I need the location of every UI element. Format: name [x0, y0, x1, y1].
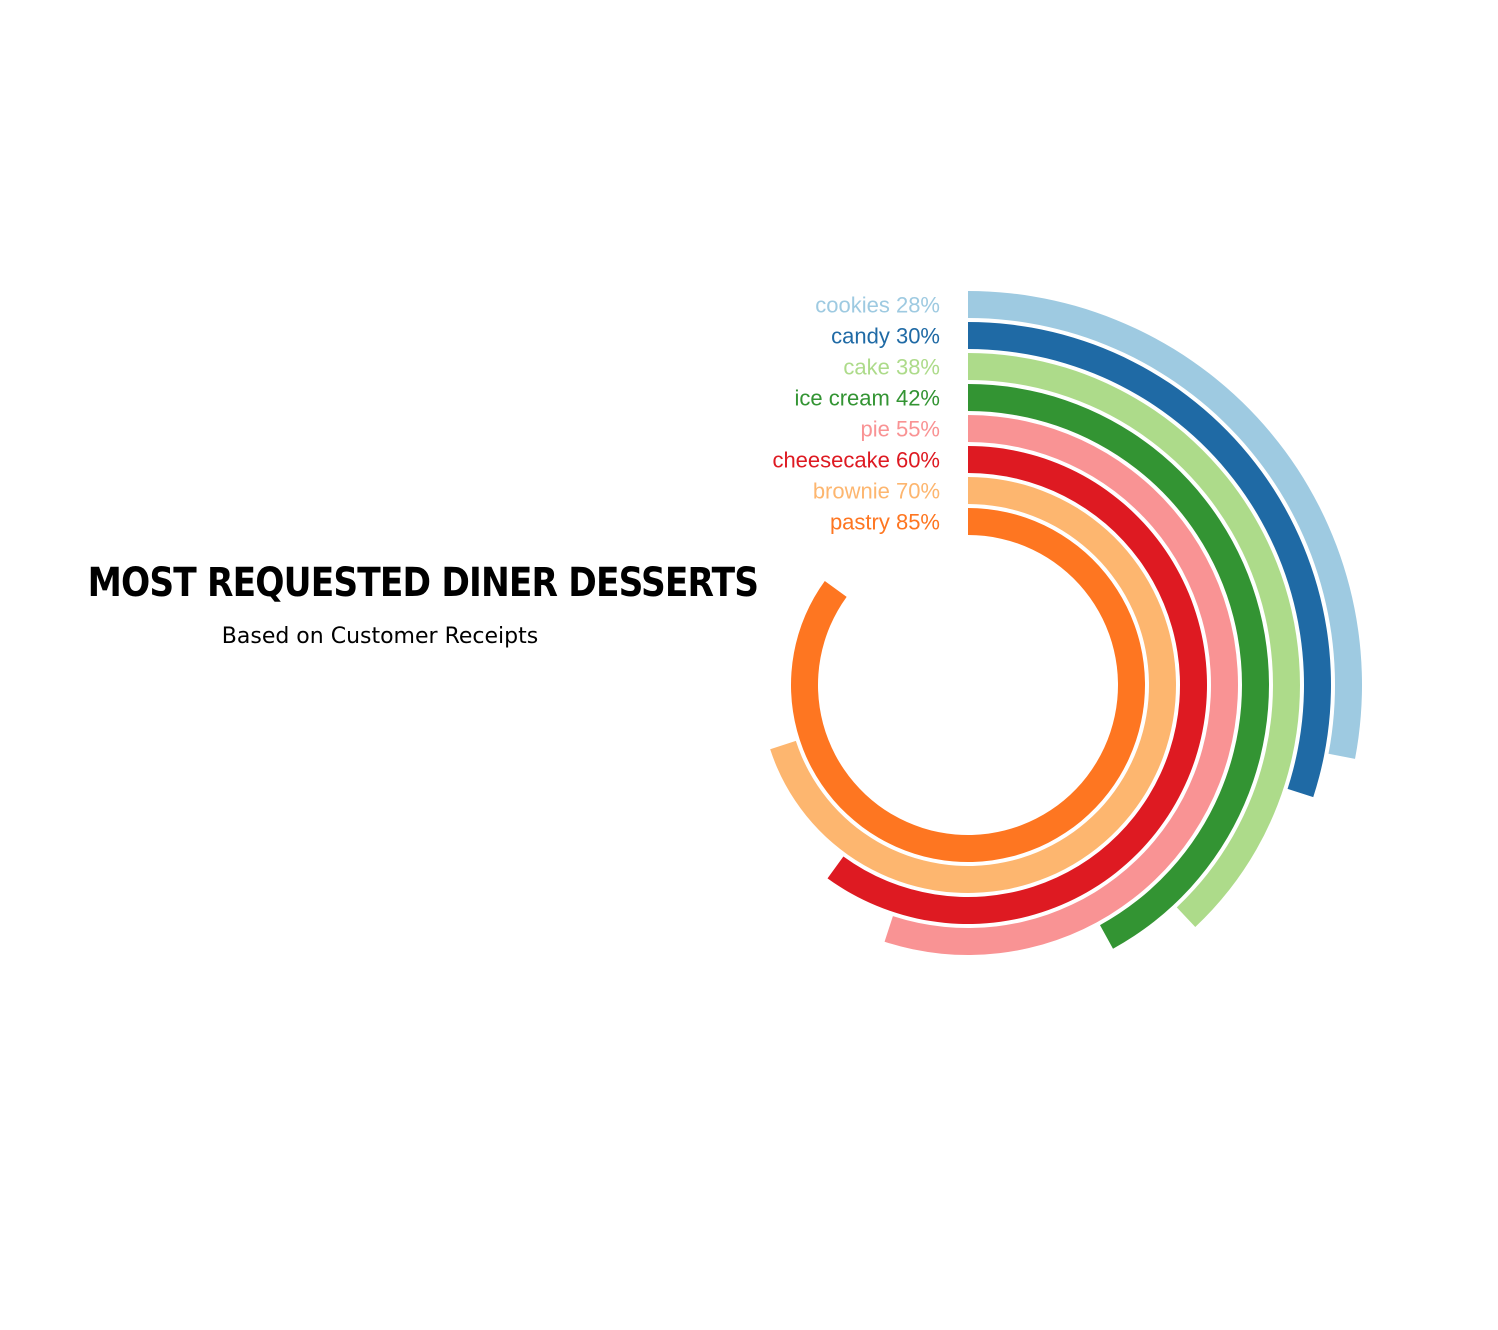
- label-pie: pie 55%: [860, 417, 940, 442]
- label-cheesecake: cheesecake 60%: [772, 448, 940, 473]
- chart-title: MOST REQUESTED DINER DESSERTS: [87, 560, 759, 606]
- chart-subtitle: Based on Customer Receipts: [221, 624, 539, 649]
- label-cake: cake 38%: [843, 355, 940, 380]
- arc-pastry: [791, 508, 1145, 863]
- label-brownie: brownie 70%: [813, 479, 940, 504]
- arc-brownie: [770, 477, 1176, 893]
- label-candy: candy 30%: [831, 324, 940, 349]
- title-block: MOST REQUESTED DINER DESSERTS Based on C…: [40, 560, 759, 649]
- arc-cheesecake: [827, 446, 1208, 925]
- arc-cake: [968, 353, 1300, 928]
- label-pastry: pastry 85%: [830, 510, 940, 535]
- arc-ice-cream: [968, 384, 1269, 949]
- label-cookies: cookies 28%: [815, 293, 940, 318]
- label-ice-cream: ice cream 42%: [794, 386, 940, 411]
